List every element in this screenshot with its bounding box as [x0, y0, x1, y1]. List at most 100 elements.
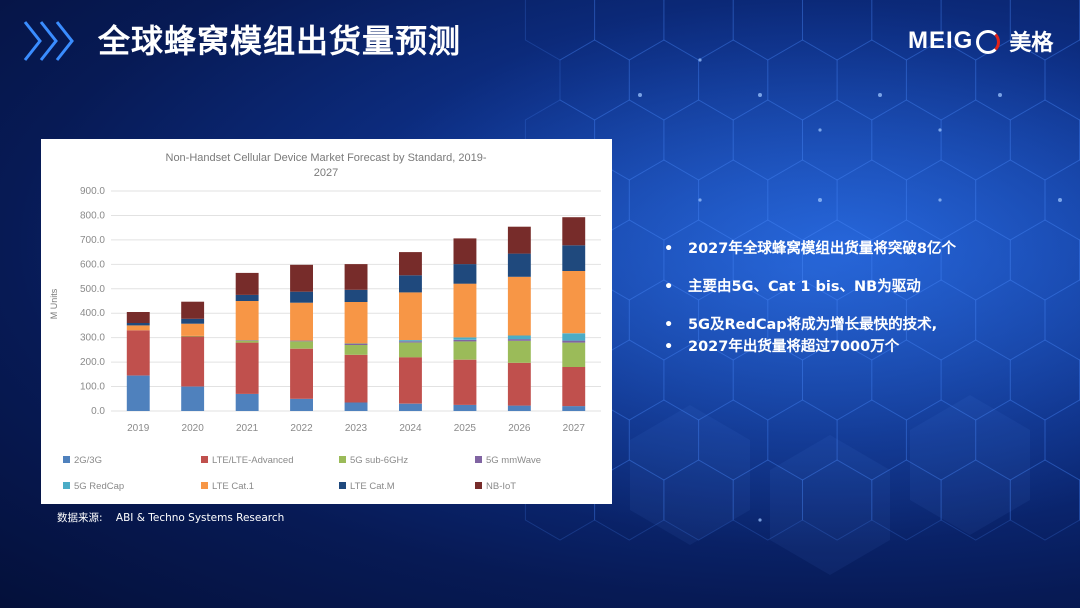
bar-segment: [507, 226, 531, 254]
legend-label: LTE Cat.M: [350, 481, 395, 492]
data-source-label: 数据来源:: [57, 512, 103, 524]
bar-segment: [507, 340, 531, 363]
bar-segment: [235, 340, 259, 341]
legend-swatch: [339, 482, 346, 489]
legend-label: LTE/LTE-Advanced: [212, 455, 294, 466]
y-tick-label: 800.0: [80, 210, 105, 221]
bar-segment: [562, 367, 586, 407]
x-tick-label: 2025: [454, 423, 477, 434]
bar-segment: [344, 345, 368, 355]
bar-segment: [344, 343, 368, 344]
bar-segment: [235, 272, 259, 295]
x-tick-label: 2021: [236, 423, 259, 434]
bullet-item: 2027年全球蜂窝模组出货量将突破8亿个: [660, 238, 1060, 260]
page-title: 全球蜂窝模组出货量预测: [98, 22, 462, 60]
bar-segment: [235, 393, 259, 411]
bar-segment: [562, 342, 586, 367]
bar-segment: [507, 362, 531, 406]
x-tick-label: 2027: [563, 423, 586, 434]
bar-segment: [344, 344, 368, 345]
bar-segment: [235, 342, 259, 394]
bar-segment: [181, 301, 205, 319]
bar-segment: [290, 348, 313, 399]
bar-segment: [507, 276, 531, 336]
bar-segment: [507, 405, 531, 411]
meig-logo: MEIG 美格: [908, 24, 1053, 58]
legend-label: 5G mmWave: [486, 455, 541, 466]
bar-segment: [235, 340, 259, 343]
bullet-item: 5G及RedCap将成为增长最快的技术,: [660, 314, 1060, 336]
bar-segment: [562, 406, 586, 411]
bar-segment: [290, 302, 313, 341]
bar-segment: [126, 323, 150, 326]
y-tick-label: 900.0: [80, 186, 105, 197]
data-source-text: ABI & Techno Systems Research: [115, 512, 285, 524]
legend-label: NB-IoT: [486, 481, 516, 492]
bar-segment: [562, 270, 586, 334]
y-tick-label: 0.0: [91, 406, 105, 417]
y-tick-label: 600.0: [80, 259, 105, 270]
legend-swatch: [201, 482, 208, 489]
chart-title-line-2: 2027: [314, 167, 338, 179]
logo-text-en: MEIG: [908, 27, 974, 54]
y-tick-label: 700.0: [80, 235, 105, 246]
bar-segment: [453, 404, 477, 411]
x-tick-label: 2024: [399, 423, 422, 434]
bar-segment: [181, 318, 205, 324]
y-axis-label: M Units: [49, 288, 59, 319]
y-tick-label: 300.0: [80, 333, 105, 344]
stacked-bar-chart: 900.0 800.0 700.0 600.0 500.0 400.0 300.0 200.0…: [49, 152, 601, 492]
bar-segment: [453, 283, 477, 338]
bar-segment: [399, 403, 422, 411]
bar-segment: [507, 339, 531, 341]
bar-segment: [399, 341, 422, 343]
legend-swatch: [475, 482, 482, 489]
bar-segment: [399, 342, 422, 358]
bullet-list: 2027年全球蜂窝模组出货量将突破8亿个 主要由5G、Cat 1 bis、NB为…: [660, 238, 1060, 374]
legend-label: 5G RedCap: [74, 481, 124, 492]
x-tick-label: 2022: [290, 423, 313, 434]
bar-segment: [235, 294, 259, 301]
chevron-arrows-icon: [23, 21, 74, 61]
bar-segment: [453, 339, 477, 342]
bar-segment: [181, 323, 205, 336]
bullet-item-continued: 2027年出货量将超过7000万个: [660, 336, 1060, 358]
bar-segment: [344, 289, 368, 302]
bar-segment: [290, 340, 313, 342]
data-source: 数据来源: ABI & Techno Systems Research: [57, 510, 284, 525]
bar-segment: [562, 217, 586, 246]
bar-segment: [562, 245, 586, 271]
bar-segment: [290, 341, 313, 349]
bar-segment: [344, 354, 368, 403]
bar-segment: [181, 386, 205, 411]
bar-segment: [344, 402, 368, 411]
legend-label: 5G sub-6GHz: [350, 455, 408, 466]
y-tick-label: 500.0: [80, 284, 105, 295]
bar-segment: [290, 291, 313, 303]
bar-segment: [399, 292, 422, 341]
bar-segment: [344, 264, 368, 290]
bar-segment: [399, 340, 422, 342]
bar-segment: [562, 340, 586, 343]
bar-segment: [126, 312, 150, 323]
legend-label: LTE Cat.1: [212, 481, 254, 492]
bar-segment: [126, 325, 150, 331]
bar-segment: [344, 302, 368, 344]
y-tick-label: 100.0: [80, 382, 105, 393]
legend-swatch: [339, 456, 346, 463]
bar-segment: [453, 359, 477, 405]
x-tick-label: 2023: [345, 423, 368, 434]
legend-label: 2G/3G: [74, 455, 102, 466]
bar-segment: [290, 264, 313, 292]
x-tick-label: 2020: [182, 423, 205, 434]
bar-segment: [399, 357, 422, 404]
x-tick-label: 2019: [127, 423, 150, 434]
x-tick-label: 2026: [508, 423, 531, 434]
bar-segment: [453, 337, 477, 340]
bar-segment: [181, 336, 205, 387]
bullet-item: 主要由5G、Cat 1 bis、NB为驱动: [660, 276, 1060, 298]
bar-segment: [290, 398, 313, 411]
bar-segment: [235, 301, 259, 341]
legend-swatch: [63, 482, 70, 489]
